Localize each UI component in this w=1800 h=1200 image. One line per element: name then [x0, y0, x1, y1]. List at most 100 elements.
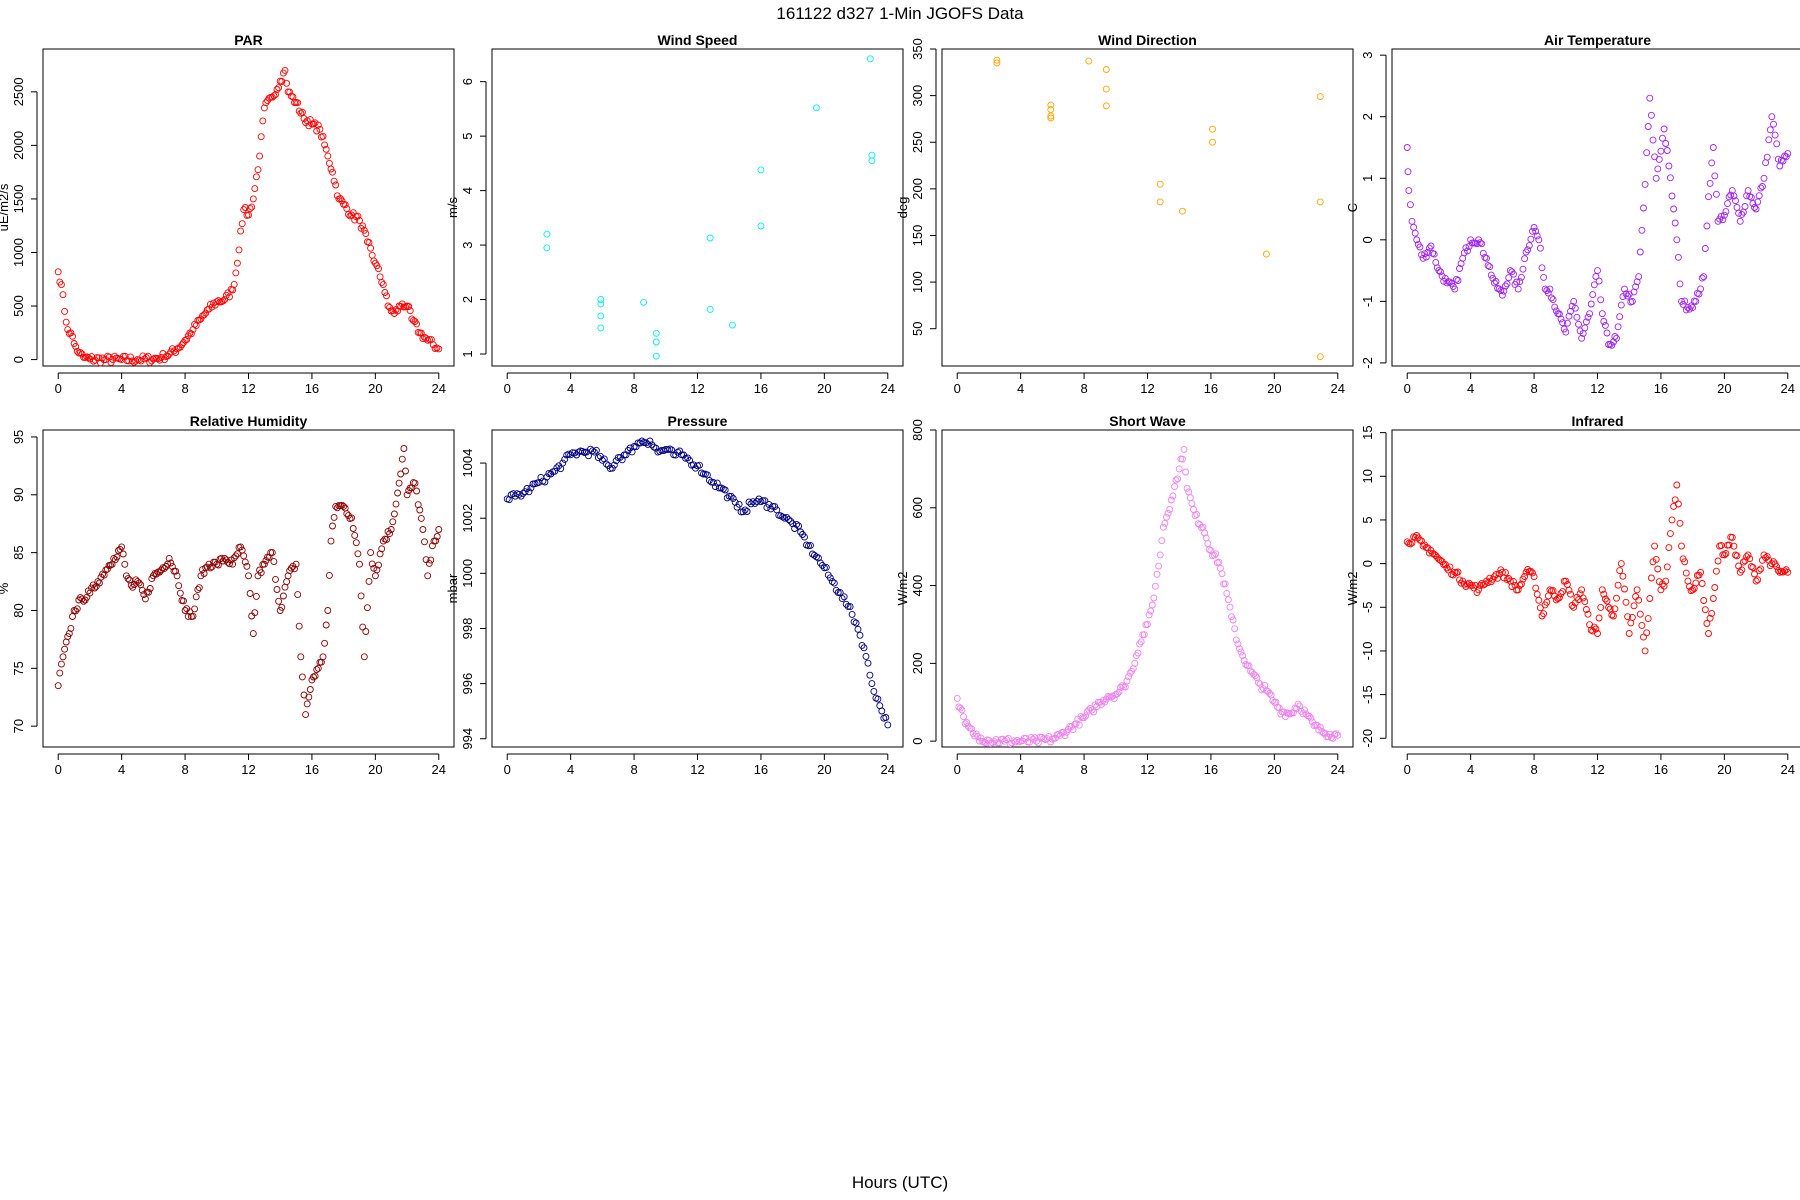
par-data-point: [433, 344, 441, 352]
short-wave-data-point: [1212, 550, 1220, 558]
pressure-data-point: [793, 520, 801, 528]
par-data-point: [298, 108, 306, 116]
par-data-point: [119, 352, 127, 360]
wind-direction-y-tick-label: 250: [910, 131, 925, 153]
relative-humidity-data-point: [416, 506, 424, 514]
relative-humidity-data-point: [127, 581, 135, 589]
relative-humidity-data-point: [181, 607, 189, 614]
wind-direction-data-point: [993, 56, 1001, 64]
air-temperature-data-point: [1484, 262, 1492, 270]
relative-humidity-data-point: [180, 597, 187, 605]
par-data-point: [310, 120, 317, 128]
infrared-data-point: [1644, 615, 1652, 623]
relative-humidity-data-point: [409, 479, 417, 487]
relative-humidity-data-point: [424, 572, 432, 580]
wind-direction-data-point: [993, 59, 1001, 67]
pressure-data-point: [517, 492, 525, 500]
short-wave-data-point: [1190, 506, 1197, 513]
par-data-point: [413, 320, 421, 328]
air-temperature-data-point: [1747, 193, 1755, 201]
infrared-data-point: [1492, 571, 1500, 579]
short-wave-data-point: [1055, 730, 1063, 738]
air-temperature-data-point: [1611, 333, 1619, 340]
par-data-point: [294, 99, 302, 107]
par-data-point: [76, 349, 84, 357]
short-wave-data-point: [1266, 689, 1274, 697]
pressure-data-point: [868, 680, 876, 688]
par-data-point: [219, 297, 227, 305]
par-data-point: [262, 99, 270, 107]
relative-humidity-data-point: [378, 545, 386, 553]
wind-direction-y-tick-label: 150: [910, 225, 925, 247]
air-temperature-data-point: [1670, 205, 1678, 213]
wind-direction-data-point: [1102, 85, 1110, 93]
short-wave-data-point: [1159, 523, 1167, 531]
air-temperature-data-point: [1589, 291, 1597, 299]
air-temperature-data-point: [1659, 134, 1666, 142]
short-wave-data-point: [1185, 488, 1193, 496]
air-temperature-data-point: [1697, 285, 1705, 293]
short-wave-plot-frame: [941, 429, 1354, 748]
short-wave-y-tick-label: 800: [910, 419, 925, 441]
air-temperature-data-point: [1421, 250, 1429, 258]
infrared-data-point: [1755, 566, 1763, 574]
air-temperature-data-point: [1719, 216, 1727, 224]
pressure-data-point: [729, 494, 737, 502]
wind-direction-data-point: [1316, 353, 1324, 361]
wind-direction-data-point: [1178, 207, 1186, 215]
air-temperature-data-point: [1563, 319, 1571, 327]
relative-humidity-data-point: [287, 564, 295, 572]
air-temperature-data-point: [1732, 197, 1739, 205]
relative-humidity-data-point: [194, 586, 202, 594]
par-data-point: [367, 244, 375, 252]
short-wave-data-point: [968, 725, 975, 733]
short-wave-data-point: [1003, 736, 1011, 744]
air-temperature-data-point: [1641, 180, 1649, 188]
wind-speed-data-point: [757, 222, 765, 230]
infrared-data-point: [1647, 574, 1655, 582]
short-wave-data-point: [1253, 674, 1261, 682]
pressure-data-point: [828, 578, 836, 586]
air-temperature-data-point: [1708, 159, 1716, 167]
par-data-point: [249, 195, 257, 203]
short-wave-data-point: [1163, 513, 1170, 521]
infrared-data-point: [1646, 595, 1654, 602]
infrared-data-point: [1695, 571, 1703, 579]
infrared-data-point: [1517, 580, 1525, 588]
wind-speed-data-point: [597, 324, 605, 332]
short-wave-data-point: [1251, 672, 1259, 680]
wind-direction-data-point: [1102, 66, 1110, 73]
short-wave-data-point: [1193, 510, 1201, 518]
air-temperature-data-point: [1546, 285, 1554, 293]
short-wave-data-point: [1239, 652, 1247, 660]
short-wave-data-point: [975, 737, 983, 745]
infrared-x-tick-label: 20: [1717, 762, 1731, 777]
panel-short-wave: Short Wave W/m2 0 4 8 12 16 20 24 0 200 400 600 800: [895, 413, 1354, 777]
infrared-data-point: [1511, 581, 1519, 589]
infrared-data-point: [1484, 579, 1492, 586]
infrared-data-point: [1590, 623, 1598, 631]
infrared-data-point: [1654, 565, 1662, 573]
short-wave-data-point: [1134, 649, 1142, 657]
infrared-data-point: [1597, 603, 1605, 611]
air-temperature-data-point: [1712, 190, 1720, 198]
infrared-data-point: [1513, 586, 1521, 594]
infrared-data-point: [1481, 580, 1489, 588]
infrared-data-point: [1603, 597, 1611, 605]
air-temperature-data-point: [1529, 227, 1536, 235]
infrared-data-point: [1706, 614, 1714, 622]
par-data-point: [214, 297, 222, 305]
par-data-point: [235, 246, 243, 254]
air-temperature-data-point: [1473, 240, 1481, 248]
infrared-data-point: [1570, 603, 1578, 611]
air-temperature-data-point: [1516, 278, 1524, 286]
wind-speed-x-tick-label: 0: [504, 381, 511, 396]
relative-humidity-data-point: [321, 639, 329, 647]
par-data-point: [109, 356, 117, 363]
relative-humidity-data-point: [241, 558, 249, 566]
relative-humidity-data-point: [349, 525, 357, 532]
short-wave-data-point: [1332, 730, 1340, 738]
short-wave-data-point: [1158, 537, 1166, 545]
infrared-data-point: [1628, 613, 1636, 621]
